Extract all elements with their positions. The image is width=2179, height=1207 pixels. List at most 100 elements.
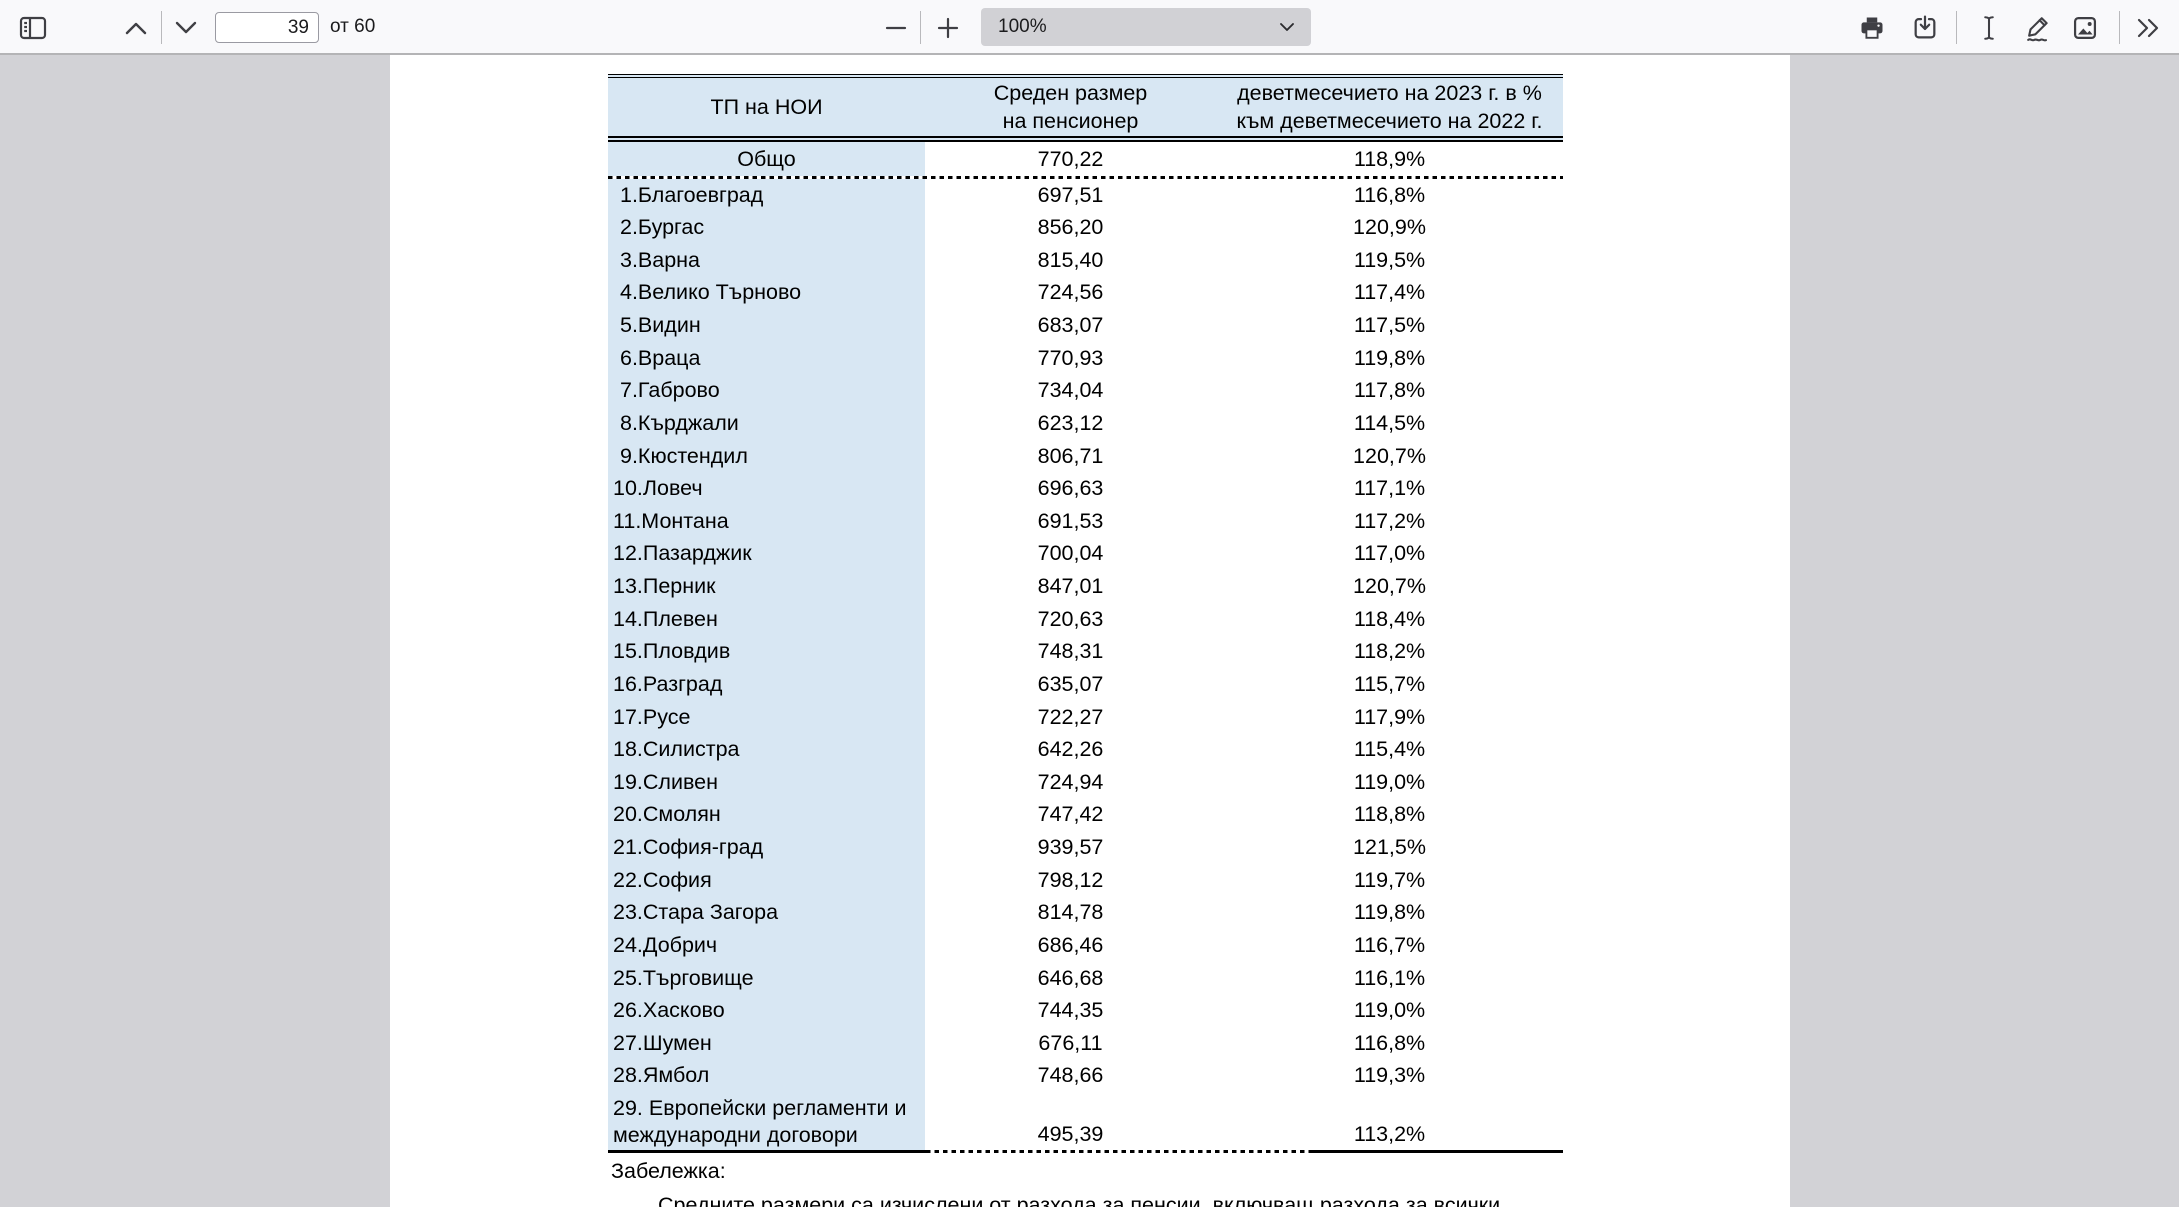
row-percent: 117,8% — [1353, 378, 1426, 403]
table-body: 1.Благоевград 697,51 116,8% 2.Бургас 856,20 1… — [608, 178, 1563, 1092]
table-row: 20.Смолян 747,42 118,8% — [608, 798, 1563, 831]
table-row-29: 29. Европейски регламенти и международни… — [608, 1092, 1563, 1150]
table-row: 2.Бургас 856,20 120,9% — [608, 211, 1563, 244]
row-average: 747,42 — [1037, 802, 1104, 827]
row-label: 20.Смолян — [608, 798, 925, 831]
row-label: 2.Бургас — [608, 211, 925, 244]
row-label: 10.Ловеч — [608, 472, 925, 505]
row-percent: 120,9% — [1353, 215, 1426, 240]
row-percent: 117,5% — [1353, 313, 1426, 337]
table-row: 23.Стара Загора 814,78 119,8% — [608, 896, 1563, 929]
pdf-toolbar: от 60 100% — [0, 0, 2179, 55]
table-row: 1.Благоевград 697,51 116,8% — [608, 178, 1563, 212]
table-row: 26.Хасково 744,35 119,0% — [608, 994, 1563, 1027]
row-label: 26.Хасково — [608, 994, 925, 1027]
row-label: 15.Пловдив — [608, 635, 925, 668]
row-label: 23.Стара Загора — [608, 896, 925, 929]
row-label: 8.Кърджали — [608, 406, 925, 440]
row-percent: 116,8% — [1353, 1030, 1426, 1055]
save-button[interactable] — [1906, 9, 1944, 47]
row-average: 722,27 — [1037, 704, 1104, 729]
row-average: 635,07 — [1037, 671, 1104, 696]
zoom-select[interactable]: 100% — [981, 8, 1311, 46]
table-row: 14.Плевен 720,63 118,4% — [608, 602, 1563, 636]
table-row: 3.Варна 815,40 119,5% — [608, 243, 1563, 277]
row-percent: 117,4% — [1353, 280, 1426, 305]
row-percent: 119,8% — [1353, 345, 1426, 370]
row-average: 623,12 — [1037, 410, 1104, 435]
table-row: 22.София 798,12 119,7% — [608, 863, 1563, 897]
zoom-in-button[interactable] — [929, 9, 967, 47]
row-label: 27.Шумен — [608, 1026, 925, 1060]
toolbar-divider — [1956, 11, 1957, 44]
page-count-label: от 60 — [330, 16, 376, 37]
text-cursor-icon — [1976, 14, 2002, 42]
minus-icon — [885, 17, 907, 39]
table-row: 6.Враца 770,93 119,8% — [608, 341, 1563, 375]
add-image-button[interactable] — [2066, 9, 2104, 47]
row-label: 6.Враца — [608, 341, 925, 375]
row-percent: 114,5% — [1353, 410, 1426, 435]
page-number-input[interactable] — [215, 12, 319, 43]
row-average: 724,56 — [1037, 280, 1104, 305]
row-label: 7.Габрово — [608, 374, 925, 407]
download-icon — [1911, 14, 1939, 42]
row-average: 806,71 — [1037, 443, 1104, 468]
table-row: 7.Габрово 734,04 117,8% — [608, 374, 1563, 407]
row-label: 4.Велико Търново — [608, 276, 925, 309]
table-header-col2: Среден размер на пенсионер — [993, 81, 1148, 133]
sidebar-icon — [19, 16, 47, 40]
row-average: 815,40 — [1037, 247, 1104, 272]
row-percent: 121,5% — [1353, 835, 1426, 859]
table-header-row: ТП на НОИ Среден размер на пенсионер дев… — [608, 74, 1563, 142]
row-percent: 113,2% — [1353, 1122, 1426, 1146]
toggle-sidebar-button[interactable] — [14, 9, 52, 47]
table-bottom-border — [608, 1150, 1563, 1153]
zoom-out-button[interactable] — [877, 9, 915, 47]
table-header-col1: ТП на НОИ — [710, 95, 823, 119]
chevron-up-icon — [125, 21, 147, 35]
more-tools-button[interactable] — [2130, 9, 2168, 47]
page-content: ТП на НОИ Среден размер на пенсионер дев… — [608, 74, 1563, 1207]
row-average: 770,93 — [1037, 345, 1104, 370]
row-label: 29. Европейски регламенти и международни… — [608, 1092, 925, 1150]
table-header-col3: деветмесечието на 2023 г. в % към деветм… — [1236, 81, 1543, 133]
row-percent: 116,1% — [1353, 965, 1426, 990]
row-label: 25.Търговище — [608, 961, 925, 995]
row-label: 12.Пазарджик — [608, 537, 925, 570]
draw-button[interactable] — [2019, 9, 2057, 47]
row-label: 11.Монтана — [608, 504, 925, 538]
row-average: 676,11 — [1038, 1030, 1103, 1055]
next-page-button[interactable] — [167, 9, 205, 47]
table-total-row: Общо 770,22 118,9% — [608, 142, 1563, 176]
table-row: 11.Монтана 691,53 117,2% — [608, 504, 1563, 538]
row-percent: 116,7% — [1353, 932, 1426, 957]
table-row: 24.Добрич 686,46 116,7% — [608, 928, 1563, 962]
table-row: 10.Ловеч 696,63 117,1% — [608, 472, 1563, 505]
table-row: 18.Силистра 642,26 115,4% — [608, 733, 1563, 766]
pencil-icon — [2024, 14, 2052, 42]
total-percent: 118,9% — [1353, 147, 1426, 171]
previous-page-button[interactable] — [117, 9, 155, 47]
pdf-page: ТП на НОИ Среден размер на пенсионер дев… — [390, 55, 1790, 1207]
row-average: 646,68 — [1037, 965, 1104, 990]
table-row: 16.Разград 635,07 115,7% — [608, 667, 1563, 701]
chevron-down-icon — [175, 21, 197, 35]
row-average: 856,20 — [1037, 215, 1104, 240]
row-label: 28.Ямбол — [608, 1059, 925, 1092]
row-average: 495,39 — [1037, 1122, 1104, 1146]
row-percent: 117,0% — [1353, 541, 1426, 566]
toolbar-divider — [2119, 11, 2120, 44]
row-average: 724,94 — [1037, 769, 1104, 794]
toolbar-divider — [920, 11, 921, 44]
row-label: 19.Сливен — [608, 765, 925, 799]
text-selection-button[interactable] — [1970, 9, 2008, 47]
row-average: 748,31 — [1037, 639, 1104, 664]
row-label: 24.Добрич — [608, 928, 925, 962]
row-average: 720,63 — [1037, 606, 1104, 631]
row-label: 1.Благоевград — [608, 178, 925, 212]
dashed-separator — [608, 176, 1563, 179]
table-row: 9.Кюстендил 806,71 120,7% — [608, 439, 1563, 473]
print-button[interactable] — [1853, 9, 1891, 47]
row-average: 734,04 — [1037, 378, 1104, 403]
